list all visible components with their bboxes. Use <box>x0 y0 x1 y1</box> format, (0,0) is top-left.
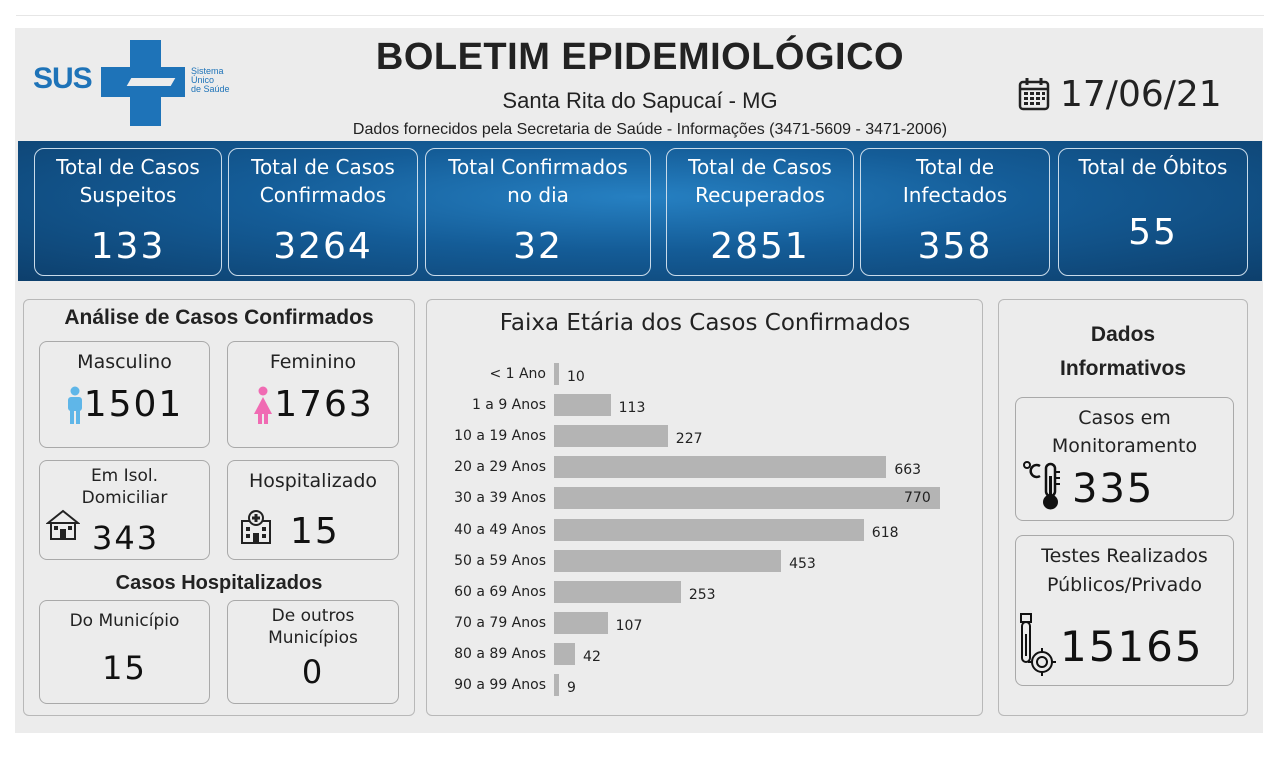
info-title: Dados Informativos <box>1059 323 1187 380</box>
age-bar-value: 770 <box>904 490 931 507</box>
sus-logo-subtitle: Sistema Único de Saúde <box>191 66 230 94</box>
outros-value: 0 <box>301 653 325 691</box>
page-title: BOLETIM EPIDEMIOLÓGICO <box>375 36 905 78</box>
card-feminino: Feminino 1763 <box>227 341 399 448</box>
calendar-icon <box>1018 78 1050 111</box>
age-bar-value: 453 <box>789 555 816 572</box>
municipio-value: 15 <box>102 649 147 687</box>
stat-recuperados: Total de Casos Recuperados 2851 <box>666 148 854 276</box>
stat-label: Total de Casos Suspeitos <box>56 155 200 207</box>
age-category-label: 70 a 79 Anos <box>454 614 546 631</box>
report-date: 17/06/21 <box>1060 73 1222 115</box>
sus-logo: SUS Sistema Único de Saúde <box>33 40 243 128</box>
stat-infectados: Total de Infectados 358 <box>860 148 1050 276</box>
age-bar <box>554 425 668 448</box>
stat-label: Total de Óbitos <box>1078 155 1228 179</box>
age-category-label: 50 a 59 Anos <box>454 552 546 569</box>
masculino-value: 1501 <box>83 384 184 425</box>
municipio-label: Do Município <box>69 611 180 631</box>
age-bar <box>554 674 559 696</box>
city-subtitle: Santa Rita do Sapucaí - MG <box>502 88 778 113</box>
stat-label: Total de Infectados <box>902 155 1008 207</box>
age-category-label: 90 a 99 Anos <box>454 677 546 693</box>
source-note: Dados fornecidos pela Secretaria de Saúd… <box>352 121 948 138</box>
age-category-label: 60 a 69 Anos <box>454 583 546 600</box>
age-bar <box>554 456 887 479</box>
outros-label: De outros Municípios <box>268 606 358 648</box>
card-do-municipio: Do Município 15 <box>39 600 210 704</box>
age-bar-value: 42 <box>583 648 601 665</box>
testes-value: 15165 <box>1060 622 1204 671</box>
hospitalizado-label: Hospitalizado <box>248 470 378 492</box>
stat-suspeitos: Total de Casos Suspeitos 133 <box>34 148 222 276</box>
age-bar-value: 107 <box>615 617 643 634</box>
monitor-value: 335 <box>1072 466 1155 512</box>
age-bar <box>554 642 576 665</box>
chart-title: Faixa Etária dos Casos Confirmados <box>499 310 911 336</box>
test-tube-virus-icon <box>1020 613 1056 676</box>
stat-value: 2851 <box>710 226 810 267</box>
age-bar <box>554 549 782 572</box>
stat-value: 32 <box>513 226 563 267</box>
feminino-value: 1763 <box>274 384 374 425</box>
age-bar <box>554 611 608 634</box>
stat-value: 3264 <box>273 226 373 267</box>
age-bar <box>554 518 864 541</box>
age-bar <box>554 363 559 385</box>
age-category-label: 80 a 89 Anos <box>454 645 546 662</box>
card-hospitalizado: Hospitalizado 15 <box>227 460 399 560</box>
stat-value: 358 <box>917 226 993 267</box>
age-category-label: < 1 Ano <box>489 366 546 382</box>
female-person-icon <box>254 386 273 424</box>
age-bar-value: 9 <box>567 680 576 696</box>
age-bar <box>554 394 611 417</box>
analysis-title: Análise de Casos Confirmados <box>64 306 374 329</box>
card-masculino: Masculino 1501 <box>39 341 210 448</box>
stat-obitos: Total de Óbitos 55 <box>1058 148 1248 276</box>
age-bar-value: 227 <box>675 431 703 448</box>
age-category-label: 30 a 39 Anos <box>454 490 546 507</box>
age-category-label: 10 a 19 Anos <box>454 428 546 445</box>
house-icon <box>46 509 80 540</box>
card-testes: Testes Realizados Públicos/Privado 15165 <box>1015 535 1234 686</box>
masculino-label: Masculino <box>77 351 172 373</box>
stat-confirmados: Total de Casos Confirmados 3264 <box>228 148 418 276</box>
hospitalizados-title: Casos Hospitalizados <box>115 572 323 594</box>
isolamento-value: 343 <box>92 519 160 557</box>
stats-band <box>18 141 1262 281</box>
hospitalizado-value: 15 <box>290 511 340 552</box>
stat-confirmados-dia: Total Confirmados no dia 32 <box>425 148 651 276</box>
age-category-label: 40 a 49 Anos <box>454 521 546 538</box>
age-bar-value: 10 <box>567 369 585 385</box>
thermometer-icon <box>1023 461 1060 510</box>
male-person-icon <box>67 386 82 424</box>
stat-label: Total de Casos Confirmados <box>251 155 395 207</box>
age-category-label: 1 a 9 Anos <box>471 397 546 414</box>
isolamento-label: Em Isol. Domiciliar <box>81 466 168 508</box>
age-bar <box>554 580 681 603</box>
card-isolamento: Em Isol. Domiciliar 343 <box>39 460 210 560</box>
date-display: 17/06/21 <box>1018 73 1222 115</box>
age-bar <box>554 487 940 510</box>
stat-label: Total Confirmados no dia <box>448 155 628 207</box>
age-bar-value: 253 <box>688 586 716 603</box>
age-bar-value: 618 <box>871 524 899 541</box>
age-bar-value: 663 <box>894 462 922 479</box>
stat-value: 133 <box>90 226 166 267</box>
sus-logo-text: SUS <box>33 62 93 95</box>
card-outros-municipios: De outros Municípios 0 <box>227 600 399 704</box>
stat-label: Total de Casos Recuperados <box>688 155 832 207</box>
hospital-icon <box>241 510 271 544</box>
age-bar-value: 113 <box>618 400 646 417</box>
age-category-label: 20 a 29 Anos <box>454 459 546 476</box>
top-divider <box>16 15 1264 16</box>
stat-value: 55 <box>1128 212 1178 253</box>
monitor-label: Casos em Monitoramento <box>1051 407 1198 457</box>
card-monitoramento: Casos em Monitoramento 335 <box>1015 397 1234 521</box>
testes-label: Testes Realizados Públicos/Privado <box>1041 545 1208 596</box>
feminino-label: Feminino <box>269 351 357 373</box>
